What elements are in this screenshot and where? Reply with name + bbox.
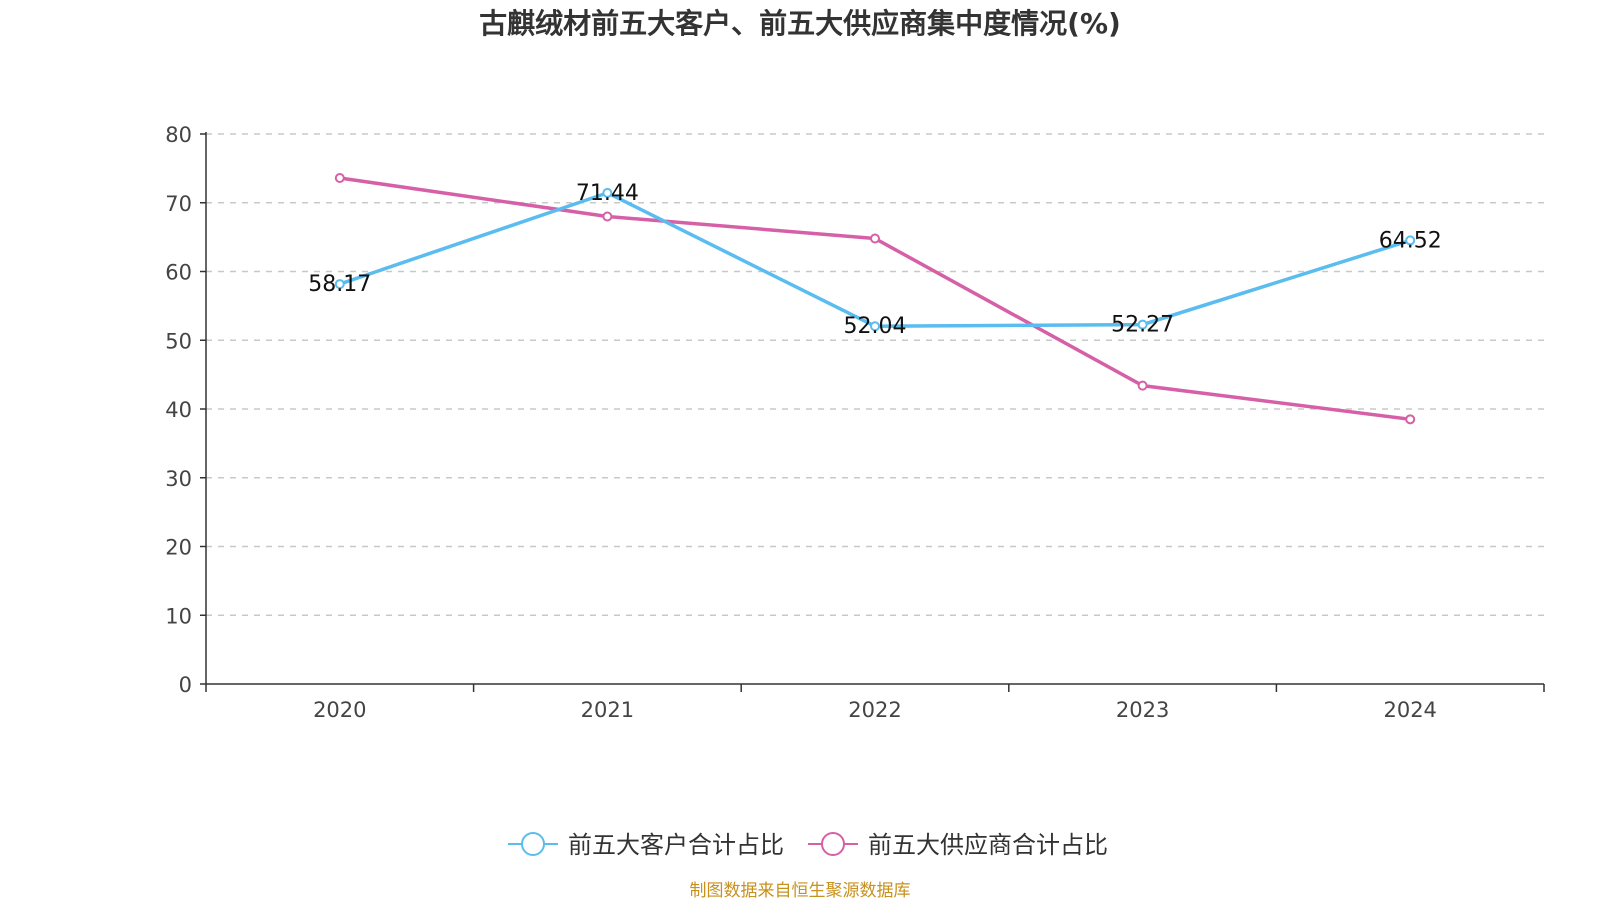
data-point[interactable] bbox=[870, 321, 880, 332]
y-tick-label: 60 bbox=[165, 261, 192, 285]
legend-marker bbox=[521, 832, 545, 856]
legend-label: 前五大客户合计占比 bbox=[568, 831, 784, 859]
data-labels: 58.17 71.44 52.04 52.27 64.52 bbox=[308, 181, 1441, 339]
y-tick-label: 70 bbox=[165, 192, 192, 216]
data-label: 52.04 bbox=[844, 314, 907, 339]
x-tick-label: 2023 bbox=[1116, 698, 1169, 722]
data-point[interactable] bbox=[870, 233, 880, 244]
gridlines bbox=[206, 133, 1544, 616]
data-point[interactable] bbox=[1137, 319, 1148, 330]
legend-item-1[interactable]: 前五大供应商合计占比 bbox=[808, 831, 1108, 859]
source-note: 制图数据来自恒生聚源数据库 bbox=[690, 881, 911, 900]
y-tick-label: 50 bbox=[165, 329, 192, 353]
series-layer bbox=[334, 173, 1416, 425]
chart-title: 古麒绒材前五大客户、前五大供应商集中度情况(%) bbox=[479, 7, 1121, 40]
legend-marker bbox=[821, 832, 845, 856]
data-label: 58.17 bbox=[308, 272, 371, 297]
data-point[interactable] bbox=[1405, 414, 1416, 425]
x-tick-label: 2021 bbox=[581, 698, 634, 722]
data-label: 71.44 bbox=[576, 181, 639, 206]
y-tick-label: 30 bbox=[165, 467, 192, 491]
x-tick-label: 2024 bbox=[1383, 698, 1436, 722]
data-point[interactable] bbox=[1405, 235, 1416, 246]
series-line-1 bbox=[339, 176, 1411, 422]
data-point[interactable] bbox=[602, 187, 613, 198]
data-label: 64.52 bbox=[1379, 228, 1442, 253]
y-tick-label: 20 bbox=[165, 536, 192, 560]
y-tick-label: 10 bbox=[165, 604, 192, 628]
y-tick-label: 80 bbox=[165, 123, 192, 147]
data-point[interactable] bbox=[602, 211, 613, 222]
data-point[interactable] bbox=[1137, 380, 1148, 391]
data-point[interactable] bbox=[334, 173, 345, 183]
series-line-0 bbox=[339, 191, 1411, 328]
legend-label: 前五大供应商合计占比 bbox=[868, 831, 1108, 859]
y-tick-label: 0 bbox=[179, 673, 192, 697]
legend-item-0[interactable]: 前五大客户合计占比 bbox=[508, 831, 784, 859]
data-label: 52.27 bbox=[1111, 313, 1174, 338]
axes: 0 10 20 30 40 50 60 70 80 2020 2021 2022 2023 2024 bbox=[165, 123, 1545, 722]
x-tick-label: 2022 bbox=[848, 698, 901, 722]
x-tick-label: 2020 bbox=[313, 698, 366, 722]
legend[interactable]: 前五大客户合计占比 前五大供应商合计占比 bbox=[508, 831, 1108, 859]
y-tick-label: 40 bbox=[165, 398, 192, 422]
data-point[interactable] bbox=[334, 279, 345, 290]
